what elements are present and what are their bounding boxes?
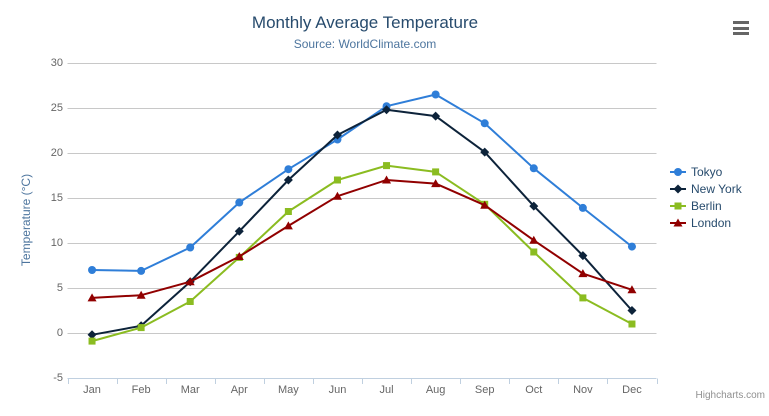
series-london[interactable] bbox=[87, 175, 637, 302]
data-point-new-york[interactable] bbox=[529, 201, 539, 211]
y-axis-label: 5 bbox=[56, 282, 63, 294]
legend: Tokyo New York Berlin London bbox=[670, 163, 742, 231]
series-new-york[interactable] bbox=[87, 105, 637, 340]
x-axis-label: Jul bbox=[379, 384, 394, 396]
data-point-tokyo[interactable] bbox=[480, 119, 489, 128]
x-axis-label: Jan bbox=[83, 384, 101, 396]
data-point-berlin[interactable] bbox=[88, 337, 96, 345]
legend-square-icon bbox=[670, 202, 686, 209]
data-point-tokyo[interactable] bbox=[186, 243, 195, 252]
data-point-berlin[interactable] bbox=[186, 298, 194, 305]
data-point-london[interactable] bbox=[627, 285, 637, 294]
data-point-tokyo[interactable] bbox=[627, 242, 636, 251]
series-line-london bbox=[91, 179, 633, 299]
series-tokyo[interactable] bbox=[88, 90, 636, 275]
data-point-tokyo[interactable] bbox=[284, 165, 293, 174]
data-point-new-york[interactable] bbox=[234, 226, 244, 236]
y-axis-label: 20 bbox=[50, 147, 63, 159]
data-point-new-york[interactable] bbox=[382, 105, 392, 115]
legend-circle-icon bbox=[670, 167, 686, 176]
x-axis-label: Nov bbox=[573, 384, 593, 396]
hamburger-icon bbox=[733, 21, 749, 24]
data-point-new-york[interactable] bbox=[480, 147, 490, 157]
data-point-london[interactable] bbox=[382, 175, 392, 184]
data-point-new-york[interactable] bbox=[332, 130, 342, 140]
data-point-new-york[interactable] bbox=[578, 251, 588, 261]
chart-subtitle: Source: WorldClimate.com bbox=[293, 37, 437, 51]
legend-triangle-icon bbox=[670, 218, 686, 226]
y-axis-label: -5 bbox=[53, 372, 63, 384]
data-point-tokyo[interactable] bbox=[529, 164, 538, 173]
data-point-london[interactable] bbox=[480, 200, 490, 209]
legend-label: London bbox=[691, 215, 732, 230]
legend-diamond-icon bbox=[670, 184, 686, 193]
y-axis-label: 0 bbox=[56, 327, 63, 339]
series-line-new-york bbox=[91, 108, 633, 336]
x-axis-label: Apr bbox=[230, 384, 248, 396]
data-point-berlin[interactable] bbox=[284, 208, 292, 215]
x-axis-label: Mar bbox=[180, 384, 200, 396]
highcharts-credits[interactable]: Highcharts.com bbox=[695, 390, 765, 401]
x-axis-label: May bbox=[277, 384, 299, 396]
data-point-berlin[interactable] bbox=[432, 168, 440, 176]
chart-title: Monthly Average Temperature bbox=[251, 13, 479, 32]
data-point-berlin[interactable] bbox=[383, 162, 391, 170]
data-point-new-york[interactable] bbox=[431, 111, 441, 121]
data-point-london[interactable] bbox=[529, 235, 539, 244]
data-point-tokyo[interactable] bbox=[578, 203, 587, 212]
x-axis-label: Jun bbox=[328, 384, 347, 396]
data-point-berlin[interactable] bbox=[137, 324, 145, 332]
data-point-berlin[interactable] bbox=[628, 320, 636, 328]
data-point-tokyo[interactable] bbox=[235, 198, 244, 207]
data-point-berlin[interactable] bbox=[579, 294, 587, 302]
data-point-berlin[interactable] bbox=[530, 248, 538, 256]
data-point-london[interactable] bbox=[578, 269, 588, 278]
data-point-new-york[interactable] bbox=[283, 175, 293, 185]
data-point-tokyo[interactable] bbox=[88, 266, 97, 274]
data-point-london[interactable] bbox=[431, 179, 441, 188]
x-axis-label: Aug bbox=[425, 384, 446, 396]
y-axis-label: 10 bbox=[50, 237, 63, 249]
data-point-london[interactable] bbox=[185, 277, 195, 286]
data-point-london[interactable] bbox=[87, 293, 97, 302]
hamburger-icon bbox=[733, 26, 749, 30]
data-point-london[interactable] bbox=[332, 191, 342, 200]
y-axis-label: 15 bbox=[50, 192, 63, 204]
hamburger-icon bbox=[733, 32, 749, 35]
legend-item-london[interactable]: London bbox=[670, 214, 742, 231]
data-point-london[interactable] bbox=[283, 221, 293, 230]
data-point-tokyo[interactable] bbox=[431, 90, 440, 99]
legend-item-tokyo[interactable]: Tokyo bbox=[670, 163, 742, 180]
x-axis-label: Dec bbox=[622, 384, 642, 396]
data-point-london[interactable] bbox=[234, 252, 244, 260]
legend-label: New York bbox=[691, 181, 742, 196]
legend-item-new-york[interactable]: New York bbox=[670, 180, 742, 197]
x-axis-label: Sep bbox=[474, 384, 495, 396]
legend-item-berlin[interactable]: Berlin bbox=[670, 197, 742, 214]
legend-label: Tokyo bbox=[691, 164, 723, 179]
data-point-new-york[interactable] bbox=[627, 306, 637, 315]
x-axis-label: Oct bbox=[525, 384, 543, 396]
series-line-tokyo bbox=[91, 93, 633, 272]
data-point-tokyo[interactable] bbox=[137, 266, 146, 275]
legend-label: Berlin bbox=[691, 198, 722, 213]
y-axis-label: 30 bbox=[50, 57, 63, 69]
data-point-berlin[interactable] bbox=[333, 176, 341, 184]
y-axis-label: 25 bbox=[50, 102, 63, 114]
series-line-berlin bbox=[91, 164, 633, 343]
data-point-new-york[interactable] bbox=[87, 330, 97, 340]
x-axis-label: Feb bbox=[131, 384, 151, 396]
data-point-london[interactable] bbox=[136, 290, 146, 299]
context-menu-button[interactable] bbox=[729, 18, 753, 38]
